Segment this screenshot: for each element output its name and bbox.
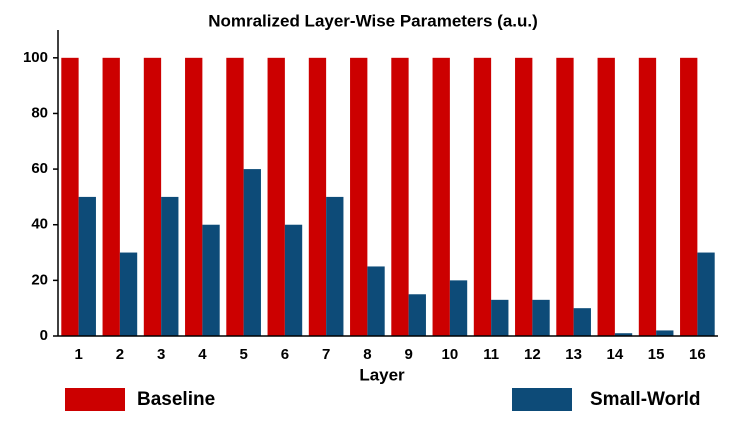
x-tick-label: 6 xyxy=(281,346,289,363)
x-tick-label: 3 xyxy=(157,346,165,363)
bar xyxy=(449,280,468,336)
bar xyxy=(491,299,509,336)
x-tick-label: 2 xyxy=(116,346,124,363)
bar xyxy=(143,57,162,337)
x-tick-label: 9 xyxy=(404,346,412,363)
x-tick-label: 16 xyxy=(689,346,706,363)
bar xyxy=(432,57,450,337)
bar xyxy=(556,57,574,337)
y-tick-label: 40 xyxy=(31,216,48,233)
bar xyxy=(226,57,244,337)
bar xyxy=(638,57,657,337)
bar xyxy=(119,252,138,336)
bar xyxy=(515,57,533,337)
bar xyxy=(267,57,285,337)
legend-label: Small-World xyxy=(590,389,701,410)
bar xyxy=(161,196,179,336)
legend-label: Baseline xyxy=(137,389,215,410)
bar xyxy=(78,196,96,336)
bar xyxy=(367,266,385,336)
x-tick-label: 10 xyxy=(442,346,459,363)
bar xyxy=(532,299,550,336)
bar xyxy=(61,57,79,337)
bar xyxy=(408,294,426,336)
legend-swatch xyxy=(512,388,572,411)
bar xyxy=(573,308,591,336)
bar xyxy=(284,224,303,336)
x-tick-label: 11 xyxy=(483,346,499,363)
y-tick-label: 80 xyxy=(31,104,48,121)
y-tick-label: 0 xyxy=(40,327,48,344)
bar xyxy=(473,57,492,337)
bar xyxy=(614,333,633,336)
legend-swatch xyxy=(65,388,125,411)
x-axis-label: Layer xyxy=(359,365,405,384)
x-tick-label: 13 xyxy=(565,346,582,363)
x-tick-label: 4 xyxy=(198,346,207,363)
y-tick-label: 20 xyxy=(31,271,48,288)
bar xyxy=(391,57,409,337)
x-tick-label: 12 xyxy=(524,346,541,363)
bar xyxy=(350,57,368,337)
bar xyxy=(202,224,220,336)
bar xyxy=(308,57,327,337)
x-tick-label: 5 xyxy=(239,346,247,363)
bar xyxy=(243,169,261,336)
x-tick-label: 8 xyxy=(363,346,371,363)
y-tick-label: 100 xyxy=(23,49,48,66)
bar xyxy=(656,330,674,336)
bar xyxy=(697,252,715,336)
x-tick-label: 15 xyxy=(648,346,665,363)
bar xyxy=(102,57,120,337)
bar xyxy=(680,57,698,337)
x-tick-label: 7 xyxy=(322,346,330,363)
x-tick-label: 1 xyxy=(74,346,82,363)
bar xyxy=(597,57,615,337)
bar xyxy=(185,57,203,337)
chart-title: Nomralized Layer-Wise Parameters (a.u.) xyxy=(208,11,538,30)
bar xyxy=(326,196,344,336)
y-tick-label: 60 xyxy=(31,160,48,177)
x-tick-label: 14 xyxy=(607,346,624,363)
